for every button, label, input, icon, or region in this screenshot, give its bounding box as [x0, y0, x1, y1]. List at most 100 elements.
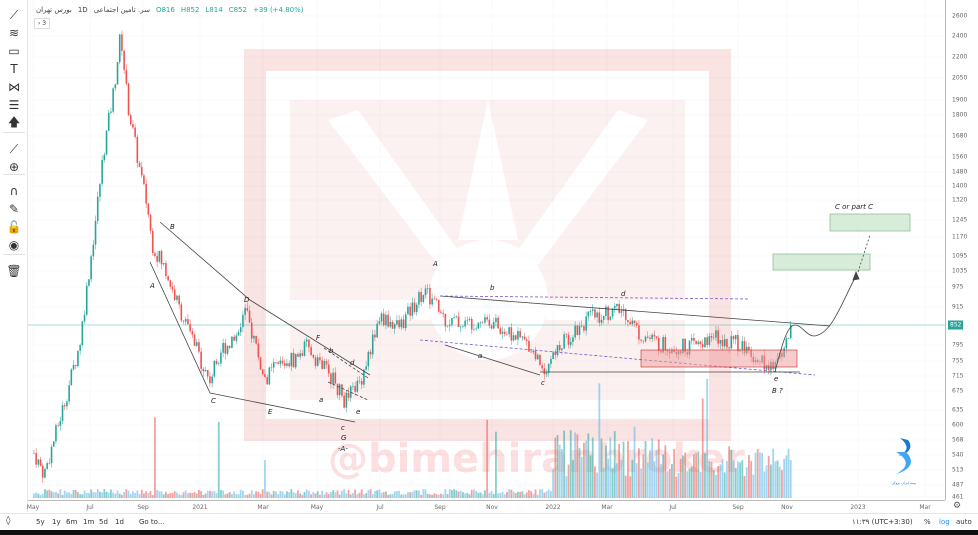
projection-dashed	[857, 234, 871, 273]
range-5y[interactable]: 5y	[36, 518, 45, 526]
volume-bar	[715, 475, 717, 498]
candle-body	[165, 263, 167, 277]
volume-bar	[547, 489, 550, 498]
range-1d[interactable]: 1d	[115, 518, 124, 526]
volume-bar	[231, 494, 233, 498]
goto-button[interactable]: Go to...	[139, 518, 165, 526]
volume-bar	[627, 441, 629, 498]
trash-icon[interactable]: 🗑	[6, 264, 22, 278]
chart-pane[interactable]: @bimehiranbroker A B C D E	[28, 0, 945, 500]
price-tick-label: 1245	[952, 216, 968, 224]
volume-bar	[759, 452, 761, 498]
auto-toggle[interactable]: auto	[956, 518, 972, 526]
volume-bar	[462, 492, 464, 498]
volume-bar	[514, 493, 517, 498]
volume-bar	[644, 441, 647, 498]
volume-bar	[484, 490, 486, 498]
candle-body	[547, 363, 550, 373]
price-tick-label: 568	[952, 436, 964, 444]
volume-bar	[413, 490, 416, 498]
volume-bar	[48, 489, 51, 498]
collapse-panel-icon[interactable]: ◊	[6, 516, 11, 526]
volume-bar	[41, 493, 44, 498]
candle-body	[281, 360, 284, 364]
candle-body	[112, 88, 114, 112]
candle-body	[154, 252, 156, 256]
candle-body	[114, 84, 117, 89]
zoom-in-icon[interactable]: ⊕	[8, 160, 20, 174]
lock-drawing-icon[interactable]: ✎	[8, 202, 20, 216]
volume-bar	[110, 489, 112, 498]
interval[interactable]: 1D	[77, 6, 88, 14]
candle-body	[360, 381, 363, 385]
prediction-icon[interactable]: ☰	[8, 98, 20, 112]
watermark-logo	[244, 49, 731, 441]
volume-bar	[567, 464, 570, 498]
clock[interactable]: ۱۱:۳۹ (UTC+3:30)	[852, 518, 913, 526]
candle-body	[162, 263, 165, 265]
range-6m[interactable]: 6m	[66, 518, 78, 526]
ruler-icon[interactable]: ⟋	[9, 141, 19, 156]
price-tick-label: 1170	[952, 233, 968, 241]
indicators-collapse-button[interactable]: › 3	[34, 18, 51, 29]
candle-body	[616, 303, 618, 307]
range-1m[interactable]: 1m	[83, 518, 95, 526]
triangle-dash	[327, 381, 369, 401]
arrow-up-icon[interactable]: 🡅	[7, 114, 21, 129]
volume-bar	[365, 493, 368, 498]
candle-body	[404, 314, 407, 329]
range-5d[interactable]: 5d	[99, 518, 108, 526]
candle-body	[525, 339, 528, 341]
candle-body	[248, 310, 251, 323]
candle-body	[624, 309, 627, 321]
candle-body	[462, 326, 464, 327]
text-icon[interactable]: T	[10, 62, 18, 76]
settings-gear-icon[interactable]: ⚙	[953, 501, 962, 511]
drawings[interactable]	[149, 213, 911, 423]
chart-canvas[interactable]: @bimehiranbroker A B C D E	[28, 0, 945, 500]
volume-bar	[517, 491, 519, 498]
price-axis[interactable]: 2600 2400 2200 2050 1900 1800 1680 1560 1480 1400…	[945, 0, 978, 501]
candle-body	[167, 276, 169, 281]
broker-logo: بیمه ایران بروکر	[891, 438, 916, 485]
candle-body	[530, 351, 532, 353]
candle-body	[646, 336, 649, 338]
volume-bar	[292, 492, 295, 498]
screen-border	[0, 530, 978, 535]
candle-body	[422, 295, 425, 302]
volume-bar	[418, 490, 420, 498]
candle-body	[598, 312, 601, 323]
volume-bar	[743, 475, 746, 498]
time-axis[interactable]: May Jul Sep 2021 Mar May Jul Sep Nov 2022 Mar Jul Se…	[27, 500, 945, 513]
volume-bar	[327, 494, 330, 498]
svg-text:c: c	[541, 379, 545, 387]
toolbar-divider	[3, 174, 25, 175]
volume-bar	[171, 492, 174, 498]
candle-body	[550, 358, 552, 364]
pattern-icon[interactable]: ⋈	[8, 80, 20, 94]
volume-bar	[789, 460, 792, 498]
fib-icon[interactable]: ≋	[8, 26, 20, 40]
candle-body	[580, 325, 583, 327]
symbol-name[interactable]: سر. تامین اجتماعی	[93, 6, 150, 14]
candle-body	[600, 319, 603, 323]
unlock-icon[interactable]: 🔓	[6, 220, 22, 234]
rectangle-icon[interactable]: ▭	[8, 44, 20, 58]
volume-bar	[314, 493, 317, 498]
eye-icon[interactable]: ◉	[8, 238, 20, 252]
magnet-icon[interactable]: ∩	[9, 184, 19, 198]
volume-bar	[136, 490, 139, 498]
percent-toggle[interactable]: %	[924, 518, 931, 526]
log-toggle[interactable]: log	[939, 518, 950, 526]
volume-bar	[673, 448, 676, 498]
svg-text:d: d	[621, 290, 626, 298]
lower-trendline	[209, 392, 356, 423]
volume-bar	[453, 489, 456, 498]
time-tick-label: Sep	[732, 504, 744, 511]
candle-body	[264, 374, 266, 377]
candle-body	[378, 321, 381, 324]
trend-line-icon[interactable]: ⟋	[9, 7, 19, 22]
range-1y[interactable]: 1y	[52, 518, 61, 526]
volume-bar	[429, 494, 431, 498]
candle-body	[457, 316, 460, 328]
